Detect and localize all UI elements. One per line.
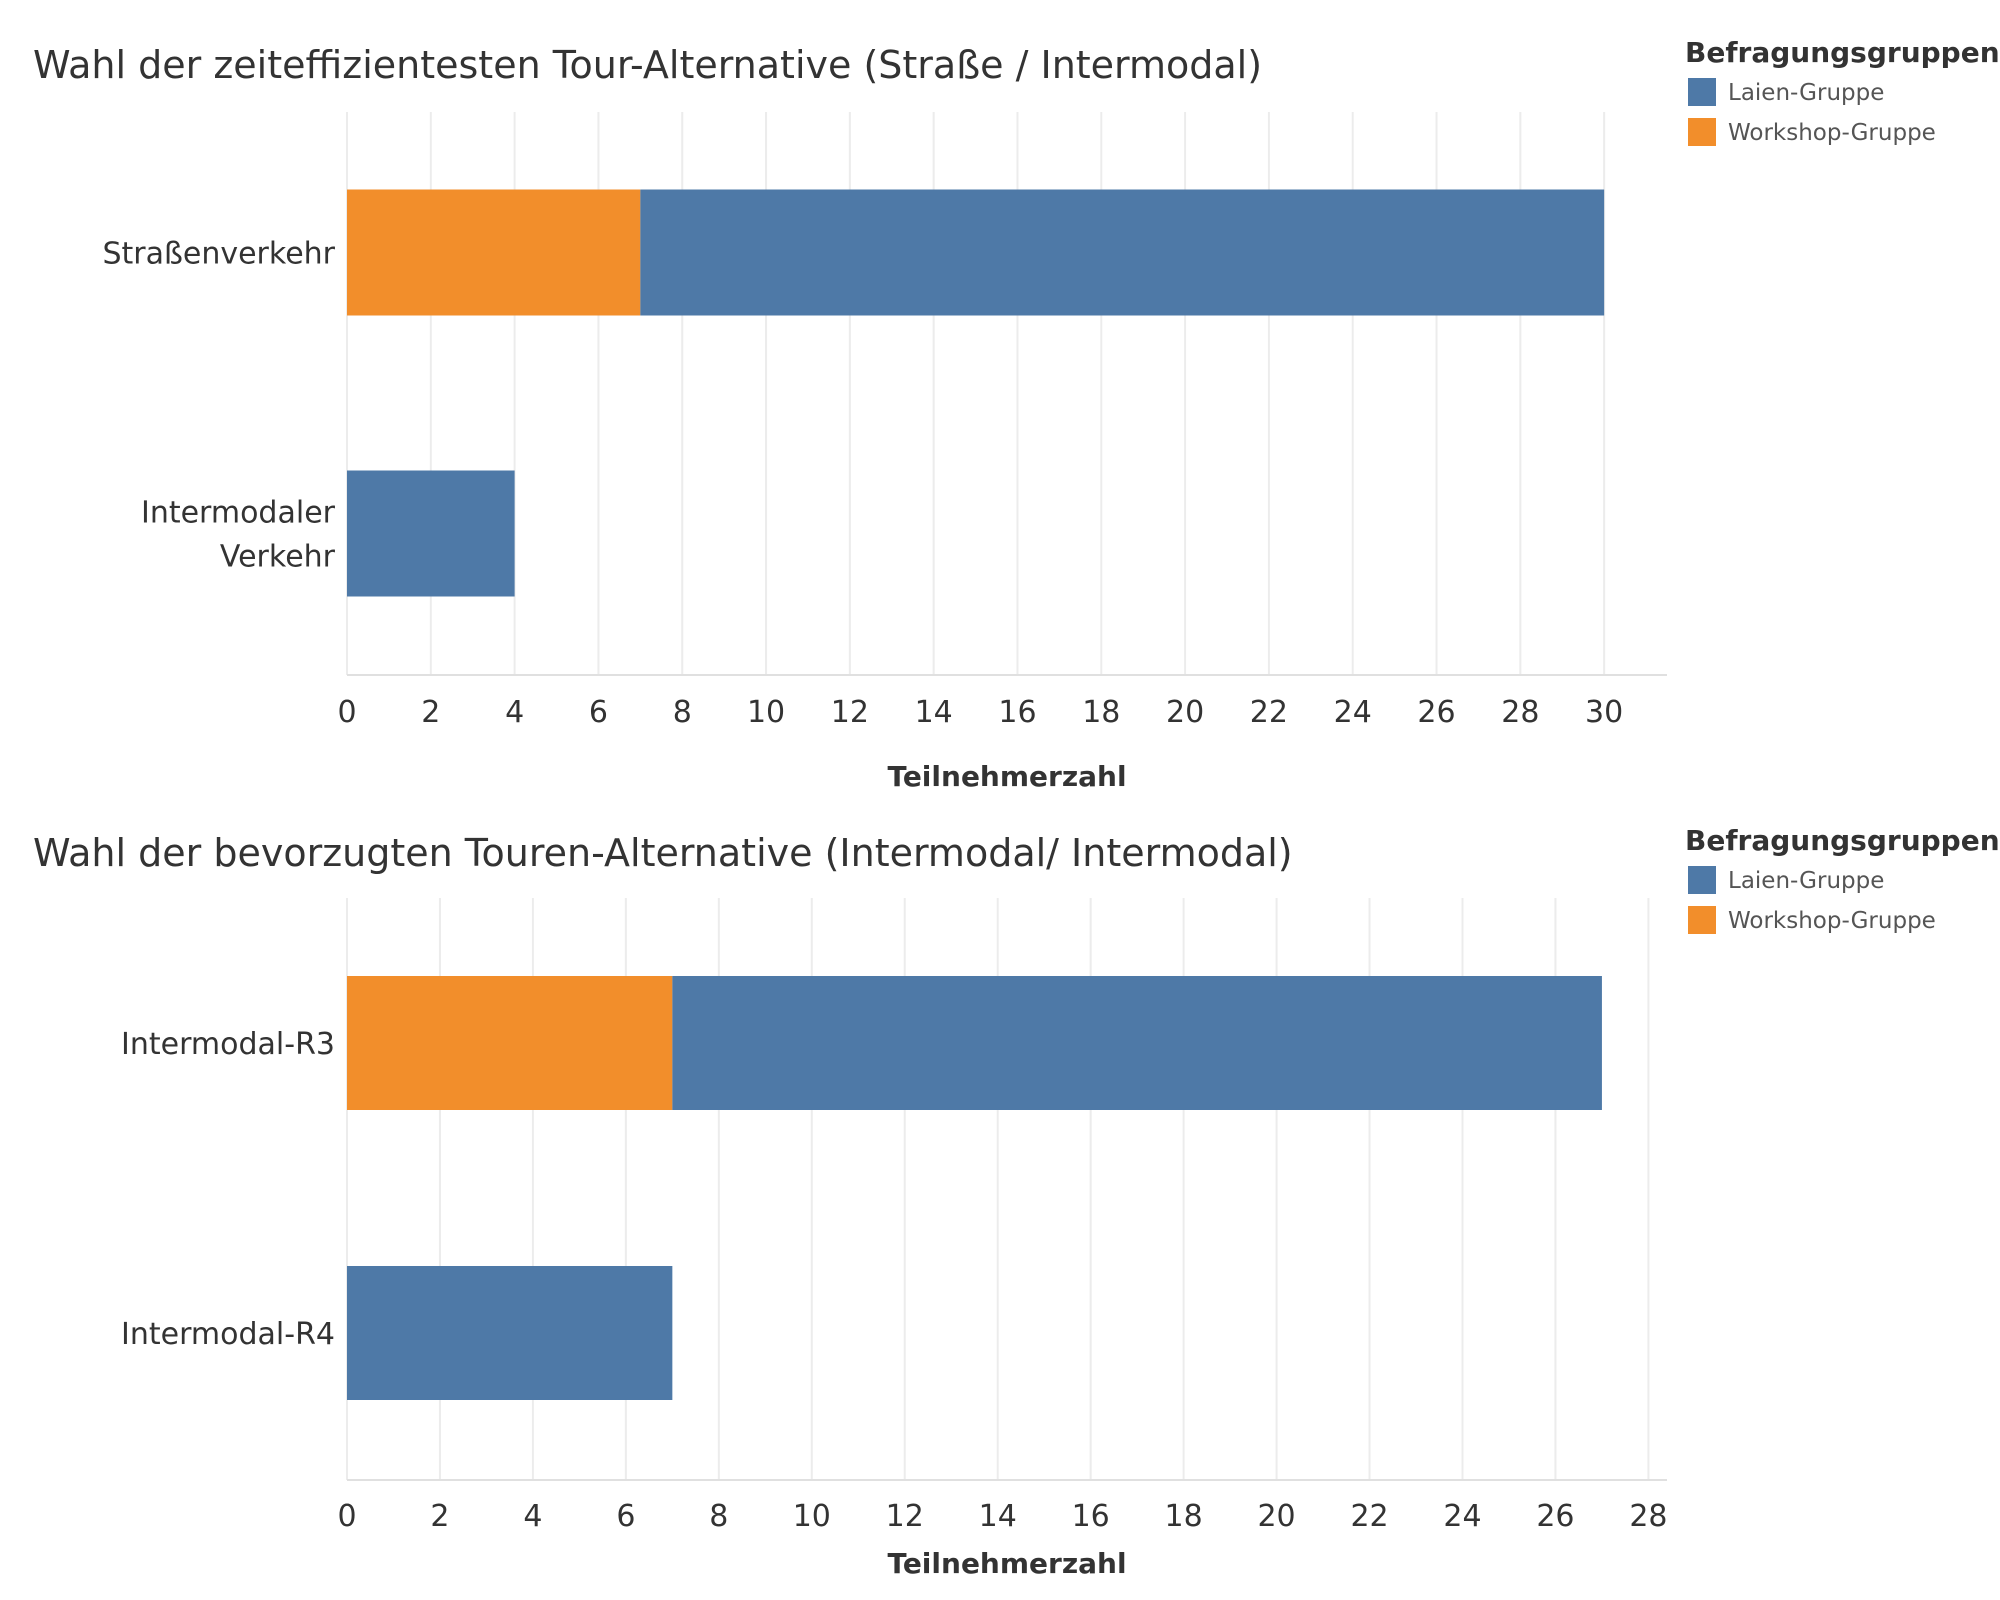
chart-title: Wahl der zeiteffizientesten Tour-Alterna… [33, 43, 1262, 87]
x-tick-label: 26 [1536, 1499, 1574, 1534]
x-tick-label: 20 [1166, 695, 1204, 730]
legend-swatch-workshop[interactable] [1688, 906, 1716, 934]
category-label: Straßenverkehr [102, 237, 335, 272]
bar-laien-1[interactable] [347, 1266, 673, 1400]
legend-swatch-laien[interactable] [1688, 78, 1716, 106]
x-tick-label: 20 [1257, 1499, 1295, 1534]
legend-label[interactable]: Laien-Gruppe [1728, 80, 1884, 106]
x-tick-label: 18 [1082, 695, 1120, 730]
chart-zeiteffizienteste-tour: Wahl der zeiteffizientesten Tour-Alterna… [33, 36, 2000, 793]
legend-swatch-laien[interactable] [1688, 866, 1716, 894]
x-tick-label: 10 [747, 695, 785, 730]
x-tick-label: 24 [1443, 1499, 1481, 1534]
x-tick-label: 28 [1501, 695, 1539, 730]
bar-workshop-0[interactable] [347, 976, 673, 1110]
x-tick-label: 6 [616, 1499, 635, 1534]
x-tick-label: 22 [1250, 695, 1288, 730]
legend-title: Befragungsgruppen [1685, 36, 2000, 69]
legend-label[interactable]: Laien-Gruppe [1728, 868, 1884, 894]
x-tick-label: 16 [1072, 1499, 1110, 1534]
x-tick-label: 2 [430, 1499, 449, 1534]
category-label: Intermodaler [141, 496, 336, 531]
x-tick-label: 4 [523, 1499, 542, 1534]
x-axis-title: Teilnehmerzahl [887, 760, 1126, 793]
x-tick-label: 30 [1585, 695, 1623, 730]
x-tick-label: 14 [979, 1499, 1017, 1534]
x-tick-label: 12 [886, 1499, 924, 1534]
bar-laien-0[interactable] [672, 976, 1602, 1110]
x-tick-label: 12 [831, 695, 869, 730]
legend-label[interactable]: Workshop-Gruppe [1728, 120, 1936, 146]
x-tick-label: 10 [793, 1499, 831, 1534]
bar-laien-0[interactable] [640, 189, 1605, 316]
bar-laien-1[interactable] [347, 470, 515, 597]
x-tick-label: 0 [337, 695, 356, 730]
chart-title: Wahl der bevorzugten Touren-Alternative … [33, 831, 1293, 875]
x-tick-label: 2 [421, 695, 440, 730]
x-tick-label: 8 [709, 1499, 728, 1534]
x-tick-label: 14 [915, 695, 953, 730]
x-tick-label: 18 [1165, 1499, 1203, 1534]
x-axis-title: Teilnehmerzahl [887, 1547, 1126, 1580]
x-tick-label: 26 [1417, 695, 1455, 730]
category-label: Intermodal-R3 [121, 1027, 335, 1062]
x-tick-label: 22 [1350, 1499, 1388, 1534]
x-tick-label: 0 [337, 1499, 356, 1534]
bar-workshop-0[interactable] [347, 189, 641, 316]
x-tick-label: 24 [1334, 695, 1372, 730]
legend-title: Befragungsgruppen [1685, 824, 2000, 857]
chart-bevorzugte-tour: Wahl der bevorzugten Touren-Alternative … [33, 824, 2000, 1580]
legend: Befragungsgruppen Laien-Gruppe Workshop-Gr… [1685, 36, 2000, 146]
category-label: Verkehr [220, 540, 336, 575]
x-tick-label: 4 [505, 695, 524, 730]
x-tick-label: 8 [673, 695, 692, 730]
legend: Befragungsgruppen Laien-Gruppe Workshop-Gr… [1685, 824, 2000, 934]
legend-swatch-workshop[interactable] [1688, 118, 1716, 146]
x-tick-label: 16 [998, 695, 1036, 730]
legend-label[interactable]: Workshop-Gruppe [1728, 908, 1936, 934]
category-label: Intermodal-R4 [121, 1317, 335, 1352]
x-tick-label: 6 [589, 695, 608, 730]
x-tick-label: 28 [1629, 1499, 1667, 1534]
